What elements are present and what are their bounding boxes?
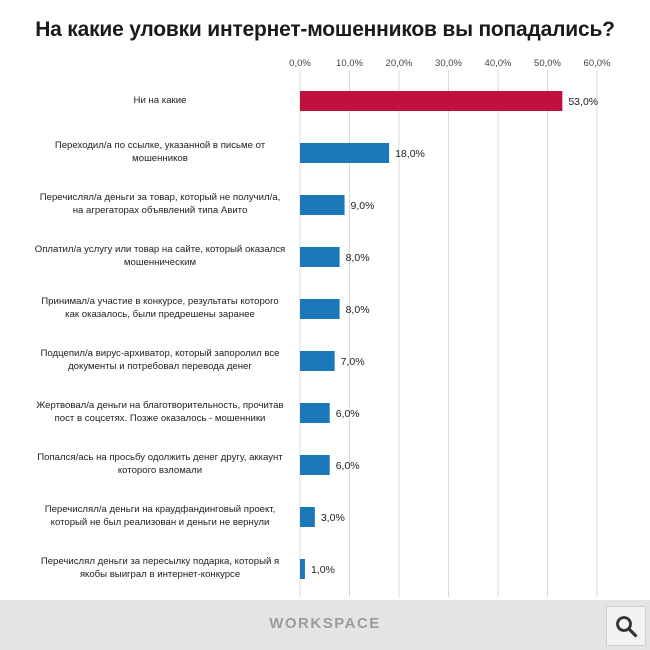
category-label-line: Попался/ась на просьбу одолжить денег др… xyxy=(37,452,283,463)
bar xyxy=(300,559,305,579)
category-label-line: Жертвовал/а деньги на благотворительност… xyxy=(36,400,284,411)
x-tick-label: 30,0% xyxy=(435,58,462,69)
category-label: Жертвовал/а деньги на благотворительност… xyxy=(30,399,290,425)
bar xyxy=(300,403,330,423)
category-label-line: как оказалось, были предрешены заранее xyxy=(65,309,255,320)
category-label-line: Оплатил/а услугу или товар на сайте, кот… xyxy=(34,244,286,255)
category-label-line: которого взломали xyxy=(117,465,203,476)
bar xyxy=(300,507,315,527)
bar xyxy=(300,143,390,163)
data-label: 6,0% xyxy=(336,408,360,420)
brand-logo: WORKSPACE xyxy=(269,615,381,632)
x-tick-label: 60,0% xyxy=(584,58,611,69)
category-label-line: Переходил/а по ссылке, указанной в письм… xyxy=(54,140,266,151)
x-tick-label: 10,0% xyxy=(336,58,363,69)
category-label-line: мошенников xyxy=(132,153,188,164)
category-label: Подцепил/а вирус-архиватор, который запо… xyxy=(30,347,290,373)
category-label: Переходил/а по ссылке, указанной в письм… xyxy=(30,139,290,165)
data-label: 8,0% xyxy=(346,304,370,316)
category-label-line: якобы выиграл в интернет-конкурсе xyxy=(79,569,241,580)
category-label-line: Перечислял/а деньги на краудфандинговый … xyxy=(44,504,276,515)
bar-chart: 0,0% 10,0% 20,0% 30,0% 40,0% 50,0% 60,0% 53,0% 1… xyxy=(289,58,611,597)
data-label: 1,0% xyxy=(311,564,335,576)
category-label: Перечислял/а деньги на краудфандинговый … xyxy=(30,503,290,529)
category-label: Оплатил/а услугу или товар на сайте, кот… xyxy=(30,243,290,269)
data-label: 18,0% xyxy=(395,148,425,160)
category-label-line: Принимал/а участие в конкурсе, результат… xyxy=(41,296,279,307)
footer: WORKSPACE xyxy=(0,600,650,650)
category-label-line: пост в соцсетях. Позже оказалось - мошен… xyxy=(54,413,266,424)
bar xyxy=(300,351,335,371)
chart-title: На какие уловки интернет-мошенников вы п… xyxy=(35,18,615,41)
x-tick-label: 0,0% xyxy=(289,58,311,69)
category-label: Принимал/а участие в конкурсе, результат… xyxy=(30,295,290,321)
data-label: 7,0% xyxy=(341,356,365,368)
category-label: Ни на какие xyxy=(30,94,290,107)
data-label: 8,0% xyxy=(346,252,370,264)
bar xyxy=(300,455,330,475)
category-label-line: на агрегаторах объявлений типа Авито xyxy=(72,205,248,216)
category-label-line: Подцепил/а вирус-архиватор, который запо… xyxy=(40,348,280,359)
category-label-line: документы и потребовал перевода денег xyxy=(68,361,252,372)
data-label: 9,0% xyxy=(351,200,375,212)
x-tick-label: 40,0% xyxy=(485,58,512,69)
category-label: Попался/ась на просьбу одолжить денег др… xyxy=(30,451,290,477)
bar xyxy=(300,299,340,319)
bar xyxy=(300,247,340,267)
data-label: 3,0% xyxy=(321,512,345,524)
zoom-button[interactable] xyxy=(606,606,646,646)
category-label-line: Перечислял деньги за пересылку подарка, … xyxy=(40,556,280,567)
data-label: 53,0% xyxy=(568,96,598,108)
magnifier-icon xyxy=(616,616,638,638)
category-label-line: который не был реализован и деньги не ве… xyxy=(50,517,270,528)
category-label-line: Перечислял/а деньги за товар, который не… xyxy=(39,192,281,203)
category-label: Перечислял/а деньги за товар, который не… xyxy=(30,191,290,217)
category-label-line: Ни на какие xyxy=(133,94,187,106)
data-label: 6,0% xyxy=(336,460,360,472)
bar xyxy=(300,195,345,215)
x-tick-label: 20,0% xyxy=(386,58,413,69)
bar xyxy=(300,91,563,111)
category-label-line: мошенническим xyxy=(123,257,197,268)
category-label: Перечислял деньги за пересылку подарка, … xyxy=(30,555,290,581)
x-tick-label: 50,0% xyxy=(534,58,561,69)
